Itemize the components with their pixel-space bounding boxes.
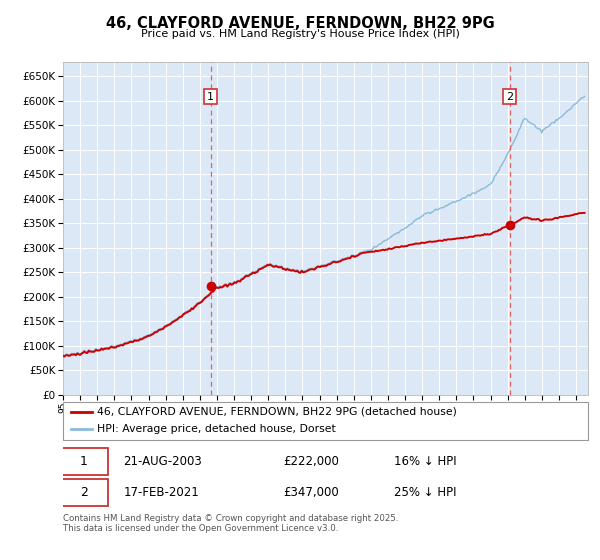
Text: Price paid vs. HM Land Registry's House Price Index (HPI): Price paid vs. HM Land Registry's House … <box>140 29 460 39</box>
FancyBboxPatch shape <box>63 402 588 440</box>
Text: 25% ↓ HPI: 25% ↓ HPI <box>394 486 456 500</box>
Text: 21-AUG-2003: 21-AUG-2003 <box>124 455 202 469</box>
Text: Contains HM Land Registry data © Crown copyright and database right 2025.
This d: Contains HM Land Registry data © Crown c… <box>63 514 398 534</box>
FancyBboxPatch shape <box>61 479 107 506</box>
Text: £222,000: £222,000 <box>284 455 340 469</box>
Text: £347,000: £347,000 <box>284 486 339 500</box>
Text: HPI: Average price, detached house, Dorset: HPI: Average price, detached house, Dors… <box>97 424 336 435</box>
Text: 1: 1 <box>80 455 88 469</box>
Text: 16% ↓ HPI: 16% ↓ HPI <box>394 455 457 469</box>
Text: 17-FEB-2021: 17-FEB-2021 <box>124 486 199 500</box>
Text: 2: 2 <box>506 92 513 101</box>
FancyBboxPatch shape <box>61 449 107 475</box>
Text: 46, CLAYFORD AVENUE, FERNDOWN, BH22 9PG (detached house): 46, CLAYFORD AVENUE, FERNDOWN, BH22 9PG … <box>97 407 457 417</box>
Text: 1: 1 <box>207 92 214 101</box>
Text: 46, CLAYFORD AVENUE, FERNDOWN, BH22 9PG: 46, CLAYFORD AVENUE, FERNDOWN, BH22 9PG <box>106 16 494 31</box>
Text: 2: 2 <box>80 486 88 500</box>
